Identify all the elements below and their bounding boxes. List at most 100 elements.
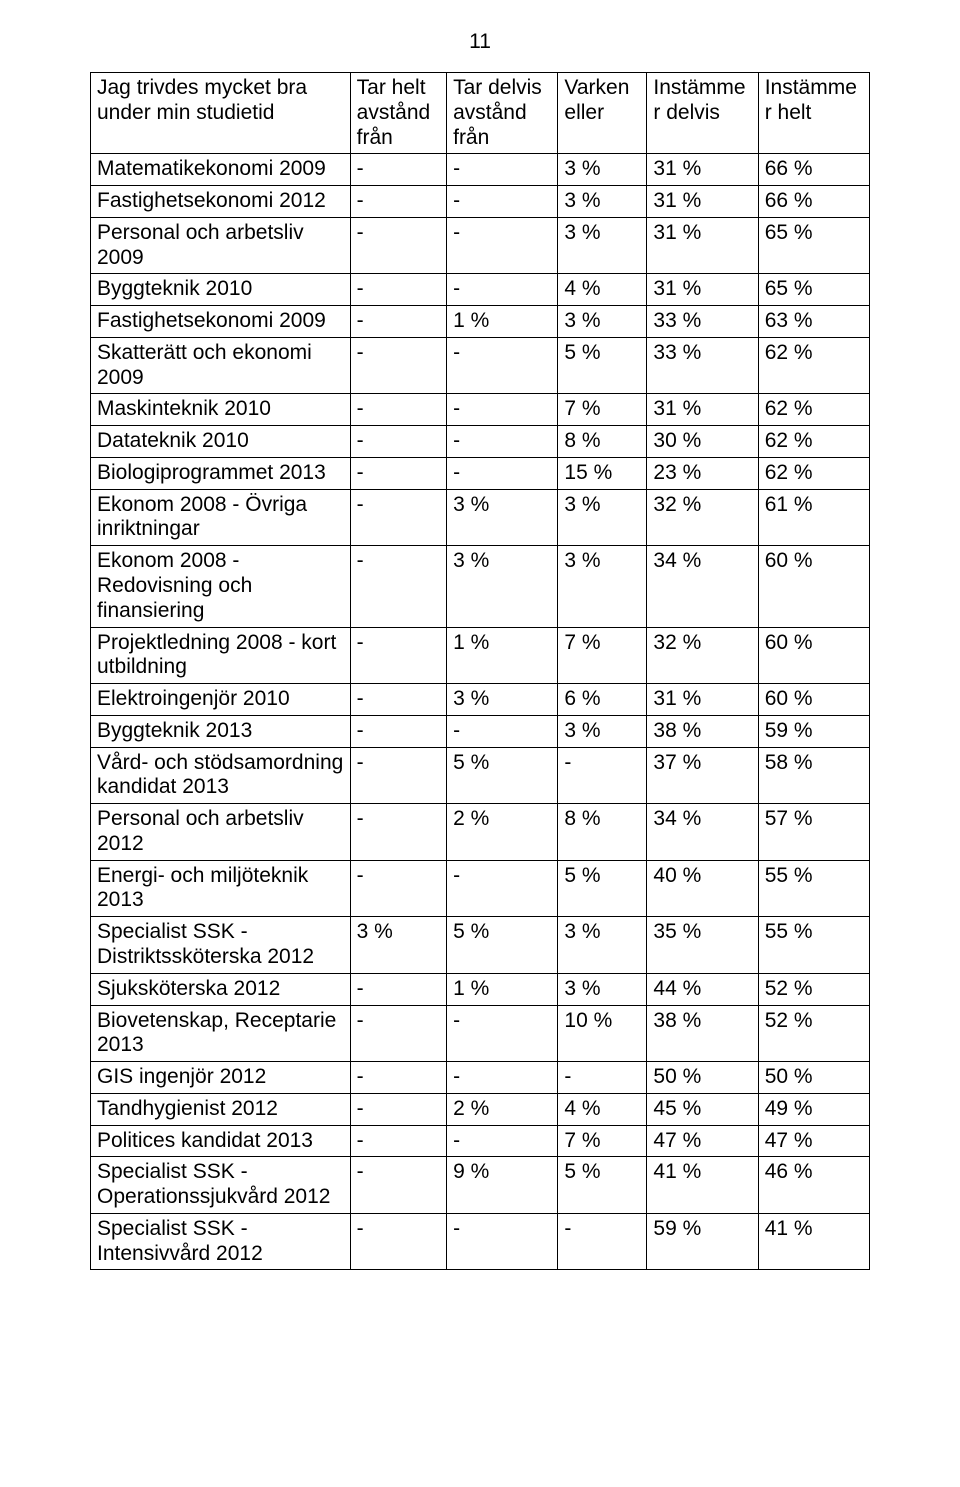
table-cell: 59 %	[758, 715, 869, 747]
table-cell: 50 %	[758, 1062, 869, 1094]
table-cell: 59 %	[647, 1213, 758, 1270]
table-cell: 31 %	[647, 274, 758, 306]
table-cell: 47 %	[758, 1125, 869, 1157]
page-number: 11	[90, 30, 870, 54]
table-cell: -	[350, 274, 446, 306]
table-row: Matematikekonomi 2009--3 %31 %66 %	[91, 154, 870, 186]
table-cell: 40 %	[647, 860, 758, 917]
table-cell: -	[350, 1125, 446, 1157]
table-cell: -	[350, 973, 446, 1005]
table-cell: 38 %	[647, 715, 758, 747]
table-cell: 38 %	[647, 1005, 758, 1062]
table-row: Fastighetsekonomi 2012--3 %31 %66 %	[91, 186, 870, 218]
table-cell: -	[558, 747, 647, 804]
table-cell: 3 %	[558, 306, 647, 338]
col-header: Jag trivdes mycket bra under min studiet…	[91, 73, 351, 154]
table-cell: -	[350, 684, 446, 716]
table-cell: Energi- och miljöteknik 2013	[91, 860, 351, 917]
table-cell: 3 %	[558, 489, 647, 546]
table-cell: -	[558, 1062, 647, 1094]
table-cell: 5 %	[558, 337, 647, 394]
table-cell: Specialist SSK - Intensivvård 2012	[91, 1213, 351, 1270]
table-row: Specialist SSK - Intensivvård 2012---59 …	[91, 1213, 870, 1270]
table-cell: -	[350, 627, 446, 684]
table-cell: Sjuksköterska 2012	[91, 973, 351, 1005]
table-cell: 50 %	[647, 1062, 758, 1094]
table-row: Maskinteknik 2010--7 %31 %62 %	[91, 394, 870, 426]
table-cell: -	[350, 217, 446, 274]
table-row: Politices kandidat 2013--7 %47 %47 %	[91, 1125, 870, 1157]
table-cell: Projektledning 2008 - kort utbildning	[91, 627, 351, 684]
table-cell: -	[350, 715, 446, 747]
table-cell: -	[350, 394, 446, 426]
table-cell: -	[350, 1062, 446, 1094]
table-cell: 3 %	[558, 917, 647, 974]
table-cell: 2 %	[447, 1093, 558, 1125]
table-cell: Fastighetsekonomi 2012	[91, 186, 351, 218]
table-cell: Vård- och stödsamordning kandidat 2013	[91, 747, 351, 804]
table-cell: 32 %	[647, 489, 758, 546]
table-cell: 49 %	[758, 1093, 869, 1125]
table-cell: 63 %	[758, 306, 869, 338]
table-cell: 31 %	[647, 684, 758, 716]
table-cell: -	[447, 457, 558, 489]
table-cell: Matematikekonomi 2009	[91, 154, 351, 186]
table-cell: 5 %	[558, 860, 647, 917]
table-cell: 7 %	[558, 627, 647, 684]
table-cell: Byggteknik 2010	[91, 274, 351, 306]
table-cell: Tandhygienist 2012	[91, 1093, 351, 1125]
table-cell: 62 %	[758, 457, 869, 489]
table-cell: -	[350, 747, 446, 804]
table-cell: 60 %	[758, 627, 869, 684]
table-cell: 7 %	[558, 1125, 647, 1157]
table-cell: 62 %	[758, 394, 869, 426]
table-cell: -	[350, 489, 446, 546]
table-cell: 3 %	[558, 715, 647, 747]
table-cell: -	[447, 1213, 558, 1270]
col-header: Tar delvis avstånd från	[447, 73, 558, 154]
table-cell: Datateknik 2010	[91, 426, 351, 458]
survey-table: Jag trivdes mycket bra under min studiet…	[90, 72, 870, 1270]
table-cell: Maskinteknik 2010	[91, 394, 351, 426]
table-cell: 3 %	[558, 546, 647, 627]
table-cell: 3 %	[558, 186, 647, 218]
table-cell: 47 %	[647, 1125, 758, 1157]
col-header: Instämmer delvis	[647, 73, 758, 154]
table-cell: 7 %	[558, 394, 647, 426]
table-cell: 32 %	[647, 627, 758, 684]
table-cell: Byggteknik 2013	[91, 715, 351, 747]
table-cell: 65 %	[758, 217, 869, 274]
table-row: Specialist SSK - Distriktssköterska 2012…	[91, 917, 870, 974]
table-cell: Politices kandidat 2013	[91, 1125, 351, 1157]
table-cell: 31 %	[647, 154, 758, 186]
table-row: Specialist SSK - Operationssjukvård 2012…	[91, 1157, 870, 1214]
table-row: Personal och arbetsliv 2012-2 %8 %34 %57…	[91, 804, 870, 861]
table-cell: -	[350, 337, 446, 394]
table-cell: 3 %	[558, 973, 647, 1005]
table-cell: Skatterätt och ekonomi 2009	[91, 337, 351, 394]
table-cell: 62 %	[758, 426, 869, 458]
table-row: Energi- och miljöteknik 2013--5 %40 %55 …	[91, 860, 870, 917]
table-cell: 1 %	[447, 627, 558, 684]
table-cell: 5 %	[558, 1157, 647, 1214]
table-cell: -	[350, 1093, 446, 1125]
col-header: Instämmer helt	[758, 73, 869, 154]
table-cell: 8 %	[558, 804, 647, 861]
table-cell: Specialist SSK - Distriktssköterska 2012	[91, 917, 351, 974]
table-cell: -	[447, 217, 558, 274]
table-cell: 31 %	[647, 394, 758, 426]
table-row: Tandhygienist 2012-2 %4 %45 %49 %	[91, 1093, 870, 1125]
table-cell: -	[350, 426, 446, 458]
table-cell: 57 %	[758, 804, 869, 861]
table-cell: 3 %	[558, 217, 647, 274]
table-cell: 4 %	[558, 1093, 647, 1125]
table-cell: 35 %	[647, 917, 758, 974]
table-cell: -	[350, 457, 446, 489]
table-cell: Elektroingenjör 2010	[91, 684, 351, 716]
table-cell: 34 %	[647, 546, 758, 627]
table-cell: 3 %	[447, 489, 558, 546]
table-cell: 34 %	[647, 804, 758, 861]
table-cell: -	[447, 1125, 558, 1157]
table-cell: 6 %	[558, 684, 647, 716]
table-cell: 60 %	[758, 684, 869, 716]
